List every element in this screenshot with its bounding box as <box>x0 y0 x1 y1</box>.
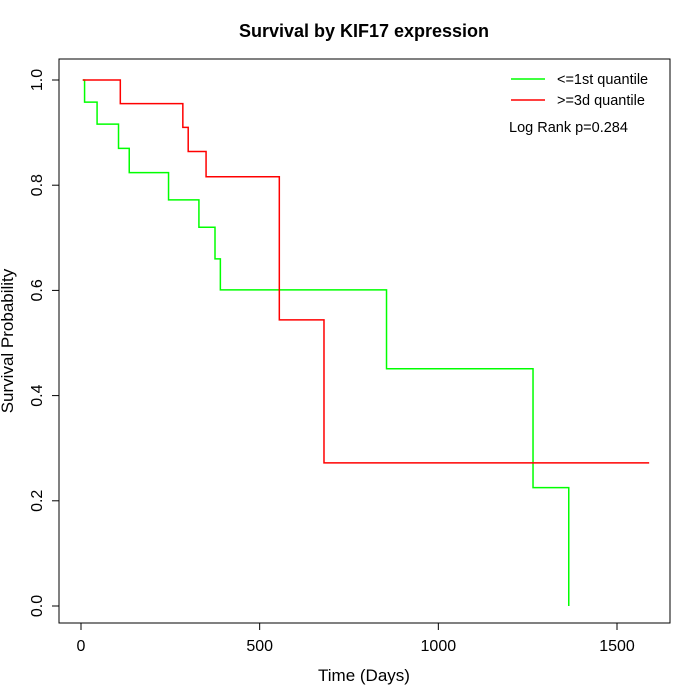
y-axis: 0.0 0.2 0.4 0.6 0.8 1.0 <box>29 69 60 617</box>
chart-title: Survival by KIF17 expression <box>239 21 489 41</box>
log-rank-annotation: Log Rank p=0.284 <box>509 120 628 136</box>
x-tick-label: 0 <box>77 638 86 655</box>
x-axis: 0 500 1000 1500 <box>77 622 635 655</box>
legend: <=1st quantile >=3d quantile <box>511 72 648 109</box>
x-axis-label: Time (Days) <box>318 666 410 685</box>
y-tick-label: 1.0 <box>29 69 46 91</box>
y-tick-label: 0.6 <box>29 279 46 301</box>
y-axis-label: Survival Probability <box>0 268 17 413</box>
y-tick-label: 0.2 <box>29 490 46 512</box>
y-tick-label: 0.4 <box>29 384 46 406</box>
y-tick-label: 0.8 <box>29 174 46 196</box>
y-tick-label: 0.0 <box>29 595 46 617</box>
x-tick-label: 1000 <box>421 638 457 655</box>
series-line-0 <box>82 79 570 606</box>
plot-frame <box>58 58 671 624</box>
series-line-1 <box>82 79 650 464</box>
x-tick-label: 1500 <box>599 638 635 655</box>
series-layer <box>82 79 650 606</box>
legend-label-high: >=3d quantile <box>557 93 645 109</box>
x-tick-label: 500 <box>246 638 273 655</box>
legend-label-low: <=1st quantile <box>557 72 648 88</box>
